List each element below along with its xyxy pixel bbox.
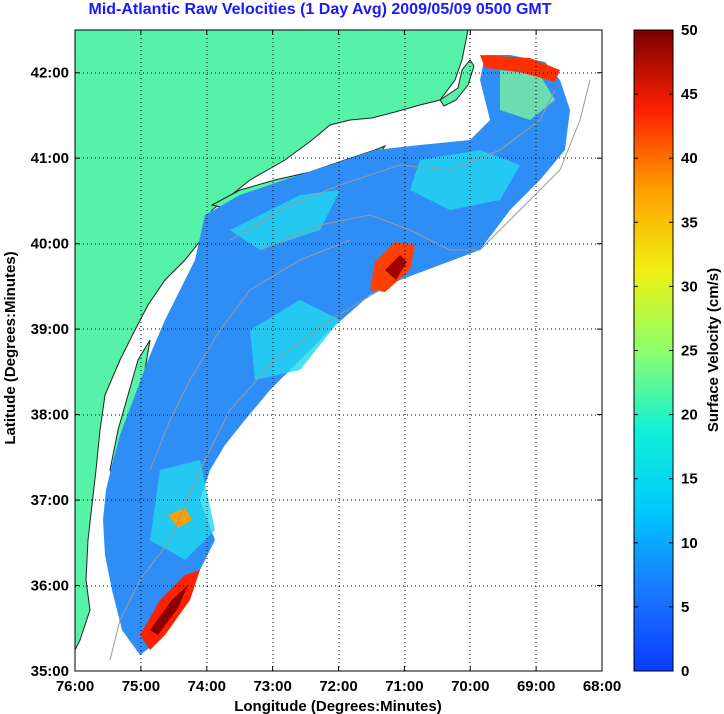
hotspot-northeast-edge xyxy=(480,55,560,82)
chart-title: Mid-Atlantic Raw Velocities (1 Day Avg) … xyxy=(88,1,552,18)
isobath-contour xyxy=(149,239,351,471)
colorbar-tick-label: 25 xyxy=(681,343,698,360)
y-tick-label: 38:00 xyxy=(31,407,69,424)
colorbar-tick-label: 50 xyxy=(681,22,698,39)
y-axis-ticks: 35:00 36:00 37:00 38:00 39:00 40:00 41:00 42:00 xyxy=(31,65,602,680)
hotspot-gulfstream-south-core xyxy=(150,585,188,635)
x-tick-label: 72:00 xyxy=(319,678,357,695)
colorbar-tick-label: 45 xyxy=(681,86,698,103)
colorbar-tick-label: 20 xyxy=(681,407,698,424)
y-axis-label: Latitude (Degrees:Minutes) xyxy=(2,251,19,444)
y-tick-label: 36:00 xyxy=(31,578,69,595)
colorbar-tick-label: 0 xyxy=(681,663,689,680)
y-tick-label: 39:00 xyxy=(31,321,69,338)
x-tick-label: 71:00 xyxy=(385,678,423,695)
grid-lines xyxy=(75,30,602,671)
colorbar-label: Surface Velocity (cm/s) xyxy=(705,268,722,432)
velocity-patch-cyan-2 xyxy=(410,150,520,210)
hotspot-gulfstream-north-core xyxy=(385,255,407,280)
isobath-contour xyxy=(259,79,591,251)
velocity-patch-cyan-1 xyxy=(230,190,340,250)
x-tick-label: 76:00 xyxy=(56,678,94,695)
colorbar-tick-label: 15 xyxy=(681,471,698,488)
cape-cod xyxy=(439,59,475,107)
colorbar-tick-label: 10 xyxy=(681,535,698,552)
colorbar-tick-label: 35 xyxy=(681,214,698,231)
isobath-contour xyxy=(109,289,381,661)
colorbar-tick-label: 30 xyxy=(681,278,698,295)
x-tick-label: 68:00 xyxy=(583,678,621,695)
colorbar-tick-label: 40 xyxy=(681,150,698,167)
velocity-patch-cyan-4 xyxy=(250,300,340,380)
x-tick-label: 74:00 xyxy=(188,678,226,695)
y-tick-label: 42:00 xyxy=(31,65,69,82)
y-tick-label: 35:00 xyxy=(31,663,69,680)
colorbar-ticks: 0 5 10 15 20 25 30 35 40 45 50 xyxy=(634,22,698,680)
x-tick-label: 69:00 xyxy=(517,678,555,695)
x-tick-label: 70:00 xyxy=(451,678,489,695)
y-tick-label: 41:00 xyxy=(31,150,69,167)
colorbar-tick-label: 5 xyxy=(681,599,689,616)
x-axis-ticks: 76:00 75:00 74:00 73:00 72:00 71:00 70:00 69:00… xyxy=(56,30,621,695)
x-axis-label: Longitude (Degrees:Minutes) xyxy=(234,698,442,714)
y-tick-label: 40:00 xyxy=(31,236,69,253)
colorbar xyxy=(633,29,674,672)
x-tick-label: 75:00 xyxy=(122,678,160,695)
y-tick-label: 37:00 xyxy=(31,492,69,509)
x-tick-label: 73:00 xyxy=(253,678,291,695)
velocity-patch-green xyxy=(500,70,555,120)
isobath-contour xyxy=(229,89,556,241)
hotspot-hatteras xyxy=(168,508,192,528)
